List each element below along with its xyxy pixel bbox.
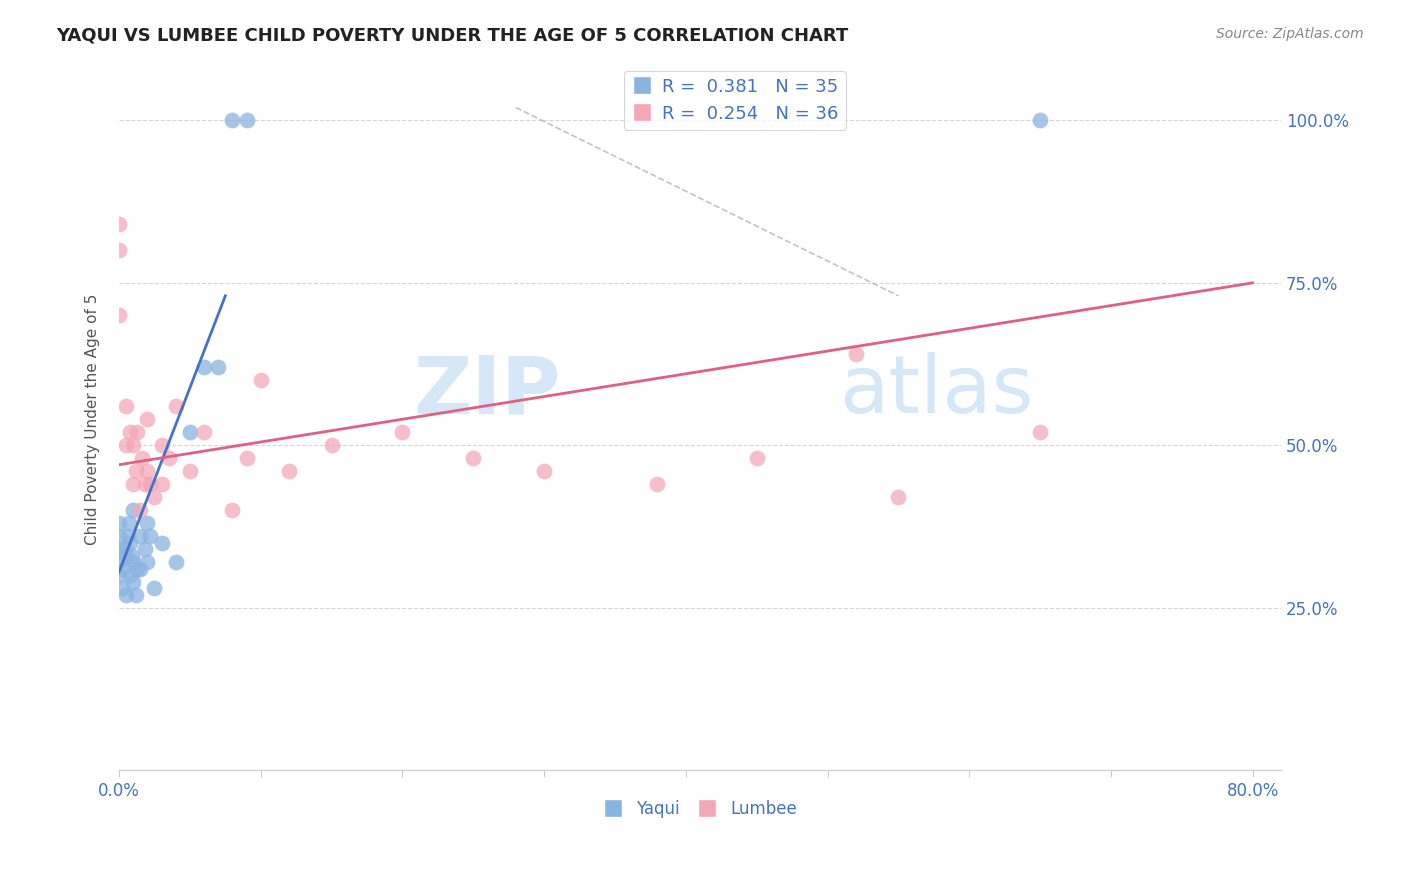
- Point: [143, 490, 166, 504]
- Point: [115, 399, 138, 413]
- Point: [112, 561, 135, 575]
- Point: [139, 477, 162, 491]
- Point: [179, 425, 201, 440]
- Point: [118, 516, 141, 531]
- Point: [120, 425, 142, 440]
- Point: [108, 568, 131, 582]
- Point: [1029, 425, 1052, 440]
- Point: [165, 555, 187, 569]
- Point: [533, 464, 555, 478]
- Point: [139, 529, 162, 543]
- Point: [193, 425, 215, 440]
- Point: [127, 425, 149, 440]
- Point: [121, 549, 143, 563]
- Point: [136, 464, 159, 478]
- Point: [117, 529, 139, 543]
- Point: [179, 464, 201, 478]
- Point: [131, 451, 153, 466]
- Point: [108, 542, 131, 557]
- Point: [122, 574, 145, 589]
- Point: [845, 347, 868, 361]
- Point: [1029, 113, 1052, 128]
- Point: [165, 399, 187, 413]
- Point: [647, 477, 669, 491]
- Point: [108, 529, 131, 543]
- Point: [134, 477, 156, 491]
- Point: [127, 561, 149, 575]
- Point: [150, 535, 173, 549]
- Point: [108, 244, 131, 258]
- Point: [120, 535, 142, 549]
- Point: [115, 588, 138, 602]
- Point: [115, 549, 138, 563]
- Point: [207, 360, 229, 375]
- Point: [111, 581, 134, 595]
- Y-axis label: Child Poverty Under the Age of 5: Child Poverty Under the Age of 5: [86, 293, 100, 545]
- Point: [125, 464, 148, 478]
- Point: [125, 588, 148, 602]
- Point: [221, 503, 243, 517]
- Point: [108, 309, 131, 323]
- Point: [321, 438, 343, 452]
- Point: [278, 464, 301, 478]
- Point: [249, 373, 271, 387]
- Text: Source: ZipAtlas.com: Source: ZipAtlas.com: [1216, 27, 1364, 41]
- Point: [235, 113, 257, 128]
- Point: [391, 425, 413, 440]
- Point: [150, 477, 173, 491]
- Point: [143, 581, 166, 595]
- Point: [235, 451, 257, 466]
- Point: [136, 555, 159, 569]
- Point: [134, 542, 156, 557]
- Point: [108, 218, 131, 232]
- Point: [114, 542, 136, 557]
- Point: [115, 438, 138, 452]
- Point: [221, 113, 243, 128]
- Point: [122, 477, 145, 491]
- Point: [463, 451, 485, 466]
- Legend: Yaqui, Lumbee: Yaqui, Lumbee: [596, 794, 803, 825]
- Text: atlas: atlas: [839, 352, 1033, 430]
- Point: [150, 438, 173, 452]
- Point: [129, 503, 152, 517]
- Point: [108, 555, 131, 569]
- Point: [887, 490, 910, 504]
- Point: [120, 568, 142, 582]
- Point: [122, 438, 145, 452]
- Point: [193, 360, 215, 375]
- Point: [136, 412, 159, 426]
- Point: [122, 503, 145, 517]
- Point: [129, 529, 152, 543]
- Point: [108, 516, 131, 531]
- Point: [157, 451, 180, 466]
- Text: YAQUI VS LUMBEE CHILD POVERTY UNDER THE AGE OF 5 CORRELATION CHART: YAQUI VS LUMBEE CHILD POVERTY UNDER THE …: [56, 27, 848, 45]
- Point: [122, 555, 145, 569]
- Text: ZIP: ZIP: [413, 352, 561, 430]
- Point: [136, 516, 159, 531]
- Point: [745, 451, 768, 466]
- Point: [129, 561, 152, 575]
